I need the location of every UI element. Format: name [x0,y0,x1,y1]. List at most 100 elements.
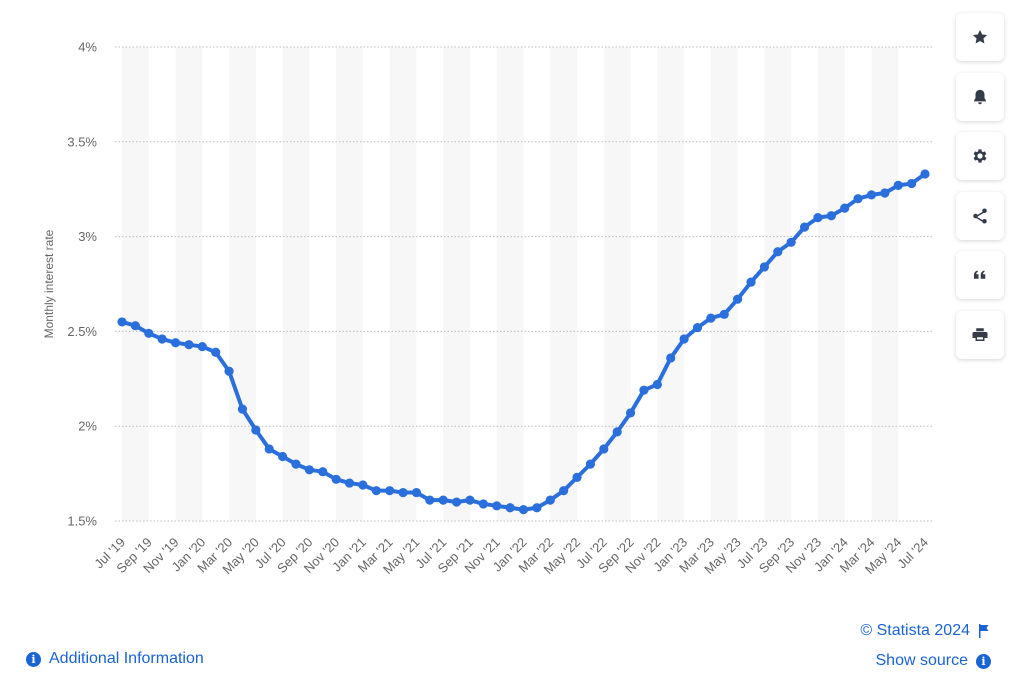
y-tick-label: 2.5% [67,324,97,339]
show-source-link[interactable]: Show source i [876,652,991,670]
data-point[interactable] [746,277,756,287]
data-point[interactable] [893,180,903,191]
data-point[interactable] [291,459,301,469]
data-point[interactable] [358,480,368,490]
data-point[interactable] [451,497,462,507]
data-point[interactable] [130,321,140,331]
data-point[interactable] [679,334,689,344]
data-point[interactable] [625,408,636,418]
data-point[interactable] [799,222,810,232]
y-tick-label: 1.5% [67,514,97,529]
data-point[interactable] [224,366,234,376]
background-band [443,47,470,521]
series-line-group [117,169,930,515]
data-point[interactable] [331,474,341,484]
data-point[interactable] [117,317,127,327]
data-point[interactable] [385,486,395,496]
data-point[interactable] [666,353,676,363]
print-icon [972,327,988,341]
data-point[interactable] [813,213,823,223]
data-point[interactable] [425,495,435,505]
data-point[interactable] [157,334,167,344]
data-point[interactable] [545,495,555,505]
data-point[interactable] [559,486,569,496]
y-tick-label: 3.5% [67,134,97,149]
bell-icon [974,89,986,104]
data-point[interactable] [585,459,596,469]
data-point[interactable] [465,495,475,505]
print-button[interactable] [956,310,1004,359]
data-point[interactable] [518,505,529,515]
share-button[interactable] [956,191,1004,240]
data-point[interactable] [505,503,515,513]
data-point[interactable] [411,487,422,498]
y-tick-label: 4% [78,40,97,55]
background-band [871,47,899,521]
data-point[interactable] [197,341,207,352]
data-point[interactable] [880,188,890,198]
data-point[interactable] [264,444,274,454]
chart-toolbar [956,13,1004,370]
data-point[interactable] [371,486,381,496]
x-tick-label: Jul '24 [894,535,931,572]
background-bands [122,47,899,521]
data-point[interactable] [759,262,770,272]
data-point[interactable] [492,501,502,511]
data-point[interactable] [826,211,836,221]
data-point[interactable] [184,340,194,350]
data-point[interactable] [719,309,729,319]
copyright-link[interactable]: © Statista 2024 [860,622,990,640]
background-band [389,47,417,521]
data-point[interactable] [478,499,488,509]
data-point[interactable] [237,404,248,414]
data-point[interactable] [211,347,221,357]
flag-icon [979,624,989,638]
data-point[interactable] [170,338,181,348]
data-point[interactable] [866,190,877,200]
notification-button[interactable] [956,72,1004,121]
copyright-text: © Statista 2024 [860,622,970,639]
y-axis-title: Monthly interest rate [42,229,56,338]
data-point[interactable] [639,385,649,395]
quote-icon [974,270,986,279]
background-band [550,47,578,521]
data-point[interactable] [907,178,917,189]
background-band [817,47,845,521]
info-icon: i [976,653,991,669]
background-band [282,47,310,521]
data-point[interactable] [251,425,261,435]
background-band [336,47,363,521]
data-point[interactable] [304,465,314,475]
background-band [710,47,738,521]
data-point[interactable] [318,467,328,477]
additional-information-link[interactable]: i Additional Information [26,650,204,668]
cite-button[interactable] [956,251,1004,299]
data-point[interactable] [612,427,622,437]
data-point[interactable] [398,487,408,498]
data-point[interactable] [853,194,863,204]
favorite-button[interactable] [956,13,1004,61]
y-tick-label: 3% [78,229,97,244]
data-point[interactable] [344,478,355,488]
data-point[interactable] [652,379,662,390]
settings-button[interactable] [956,132,1004,180]
data-point[interactable] [599,444,609,454]
data-point[interactable] [692,323,703,333]
info-icon: i [26,651,41,667]
data-point[interactable] [144,328,154,338]
data-point[interactable] [532,503,542,513]
data-point[interactable] [786,237,796,247]
background-band [764,47,792,521]
data-point[interactable] [773,247,783,257]
data-point[interactable] [438,495,448,505]
data-point[interactable] [572,472,582,482]
data-point[interactable] [278,451,288,462]
background-band [229,47,256,521]
data-point[interactable] [840,203,850,213]
data-point[interactable] [733,294,743,304]
y-axis-ticks: 1.5% 2% 2.5% 3% 3.5% 4% [67,40,97,529]
data-point[interactable] [706,313,716,323]
data-point[interactable] [920,169,930,179]
